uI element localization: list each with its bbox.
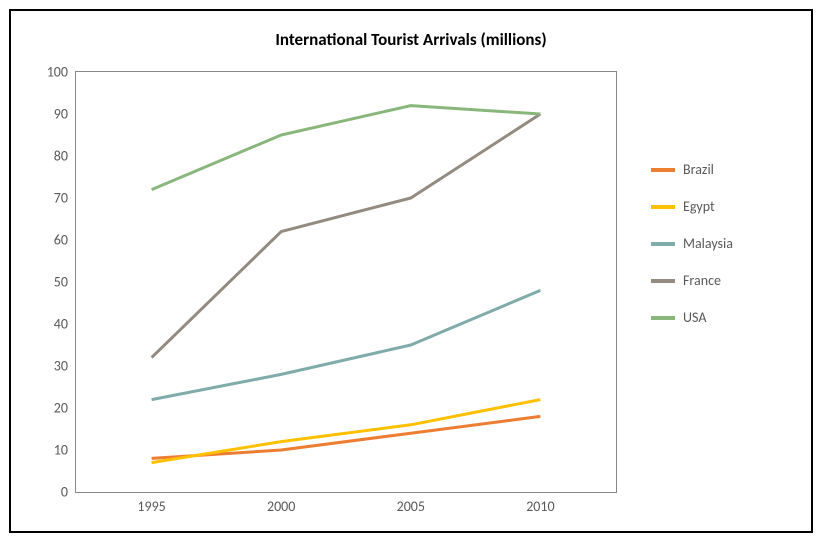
chart-title: International Tourist Arrivals (millions… [11, 29, 811, 50]
x-tick-label: 2000 [267, 492, 295, 515]
legend-item-malaysia: Malaysia [651, 235, 733, 252]
y-tick-label: 100 [47, 64, 76, 81]
y-tick-label: 20 [54, 400, 76, 417]
series-line-france [152, 114, 541, 358]
legend-item-brazil: Brazil [651, 161, 733, 178]
series-line-egypt [152, 400, 541, 463]
y-tick-label: 70 [54, 190, 76, 207]
line-series-svg [76, 72, 616, 492]
plot-area: 01020304050607080901001995200020052010 [75, 71, 617, 493]
legend-swatch [651, 205, 675, 209]
y-tick-label: 60 [54, 232, 76, 249]
x-tick-label: 1995 [137, 492, 165, 515]
y-tick-label: 90 [54, 106, 76, 123]
legend-swatch [651, 316, 675, 320]
y-tick-label: 40 [54, 316, 76, 333]
legend-label: France [683, 272, 721, 289]
y-tick-label: 30 [54, 358, 76, 375]
legend-label: Malaysia [683, 235, 733, 252]
y-tick-label: 50 [54, 274, 76, 291]
legend-label: Egypt [683, 198, 715, 215]
x-tick-label: 2010 [526, 492, 554, 515]
container: International Tourist Arrivals (millions… [0, 0, 822, 542]
y-tick-label: 10 [54, 442, 76, 459]
legend-swatch [651, 168, 675, 172]
x-tick-label: 2005 [397, 492, 425, 515]
legend-label: USA [683, 309, 706, 326]
legend-item-france: France [651, 272, 733, 289]
legend-swatch [651, 279, 675, 283]
legend-item-egypt: Egypt [651, 198, 733, 215]
series-line-usa [152, 106, 541, 190]
legend-label: Brazil [683, 161, 714, 178]
chart-frame: International Tourist Arrivals (millions… [9, 9, 813, 533]
series-line-malaysia [152, 290, 541, 399]
y-tick-label: 80 [54, 148, 76, 165]
legend: Brazil Egypt Malaysia France USA [651, 161, 733, 346]
y-tick-label: 0 [61, 484, 76, 501]
legend-swatch [651, 242, 675, 246]
legend-item-usa: USA [651, 309, 733, 326]
